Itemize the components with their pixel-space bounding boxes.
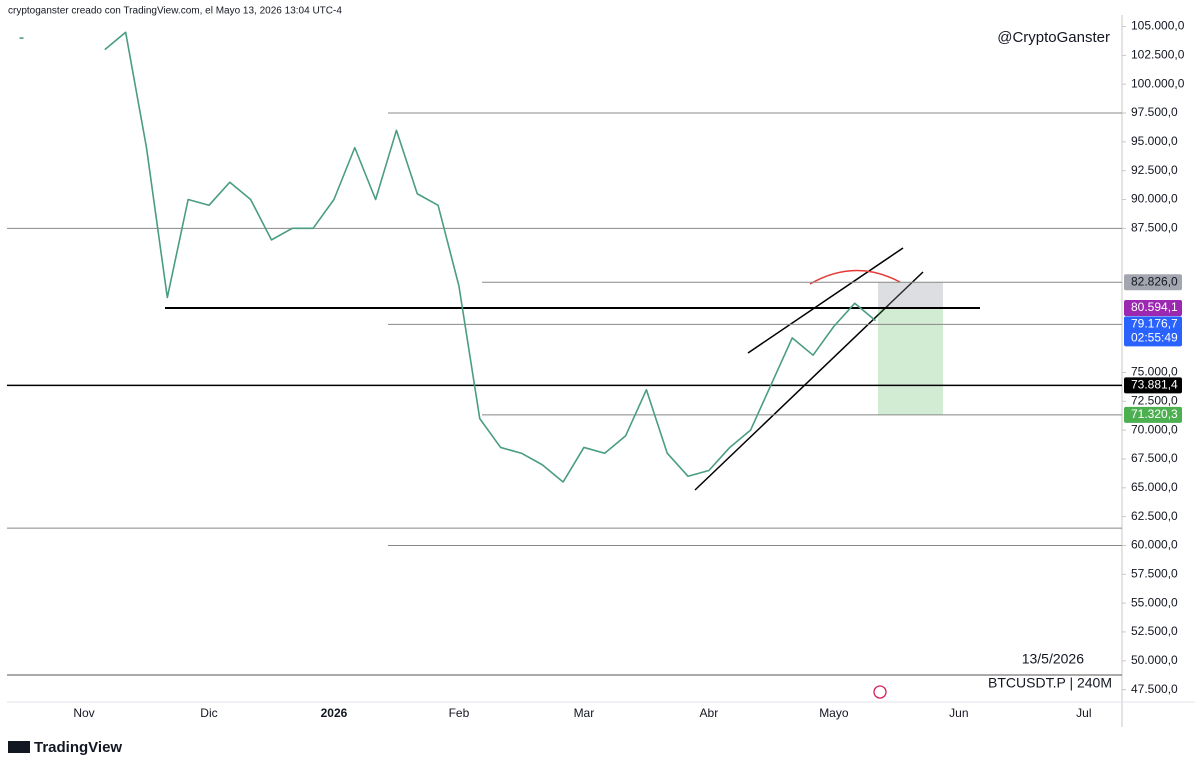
- countdown-label: 02:55:49: [1131, 330, 1178, 344]
- alert-icon: [873, 685, 887, 699]
- price-badge-label: 79.176,7: [1131, 316, 1178, 330]
- y-tick-label: 55.000,0: [1131, 595, 1178, 609]
- price-badge: [1124, 299, 1182, 316]
- y-tick-label: 87.500,0: [1131, 221, 1178, 235]
- levels: [7, 112, 1122, 546]
- y-tick-label: 47.500,0: [1131, 682, 1178, 696]
- y-tick-label: 92.500,0: [1131, 163, 1178, 177]
- price-badge: [1124, 406, 1182, 423]
- brand-logo: [8, 741, 30, 753]
- y-tick-label: 102.500,0: [1131, 48, 1185, 62]
- x-tick-label: Mar: [574, 706, 595, 720]
- y-tick-label: 72.500,0: [1131, 393, 1178, 407]
- watermark: @CryptoGanster: [997, 29, 1110, 46]
- y-tick-label: 67.500,0: [1131, 451, 1178, 465]
- y-tick-label: 52.500,0: [1131, 624, 1178, 638]
- plot: [19, 31, 877, 483]
- y-tick-label: 65.000,0: [1131, 480, 1178, 494]
- x-tick-label: Jul: [1076, 706, 1091, 720]
- y-tick-label: 60.000,0: [1131, 538, 1178, 552]
- price-badge-label: 82.826,0: [1131, 274, 1178, 288]
- arc: [809, 269, 901, 285]
- x-tick-label: Mayo: [819, 706, 849, 720]
- trend-line: [747, 247, 904, 354]
- date-label: 13/5/2026: [1022, 651, 1084, 667]
- axes: 47.500,0 50.000,0 52.500,0 55.000,0 57.500,0…: [73, 19, 1184, 720]
- x-tick-label: Jun: [949, 706, 968, 720]
- price-badge-label: 71.320,3: [1131, 407, 1178, 421]
- price-badge: [1124, 377, 1182, 394]
- brand: TradingView: [34, 739, 122, 756]
- symbol-label: BTCUSDT.P | 240M: [988, 675, 1112, 691]
- y-tick-label: 105.000,0: [1131, 19, 1185, 33]
- y-tick-label: 97.500,0: [1131, 105, 1178, 119]
- y-tick-label: 50.000,0: [1131, 653, 1178, 667]
- header: cryptoganster creado con TradingView.com…: [8, 6, 342, 17]
- price-badge: [1124, 274, 1182, 291]
- y-tick-label: 75.000,0: [1131, 365, 1178, 379]
- y-tick-label: 57.500,0: [1131, 566, 1178, 580]
- risk-zone: [878, 282, 943, 308]
- target-zone: [878, 307, 943, 415]
- x-tick-label: 2026: [321, 706, 348, 720]
- price-badge-label: 73.881,4: [1131, 378, 1178, 392]
- y-tick-label: 100.000,0: [1131, 76, 1185, 90]
- x-tick-label: Nov: [73, 706, 94, 720]
- x-tick-label: Feb: [449, 706, 470, 720]
- y-tick-label: 90.000,0: [1131, 192, 1178, 206]
- price-badge: [1124, 316, 1182, 347]
- y-tick-label: 95.000,0: [1131, 134, 1178, 148]
- price-line: [104, 31, 877, 483]
- x-tick-label: Dic: [200, 706, 217, 720]
- y-tick-label: 62.500,0: [1131, 509, 1178, 523]
- x-tick-label: Abr: [700, 706, 719, 720]
- y-tick-label: 70.000,0: [1131, 422, 1178, 436]
- price-badge-label: 80.594,1: [1131, 300, 1178, 314]
